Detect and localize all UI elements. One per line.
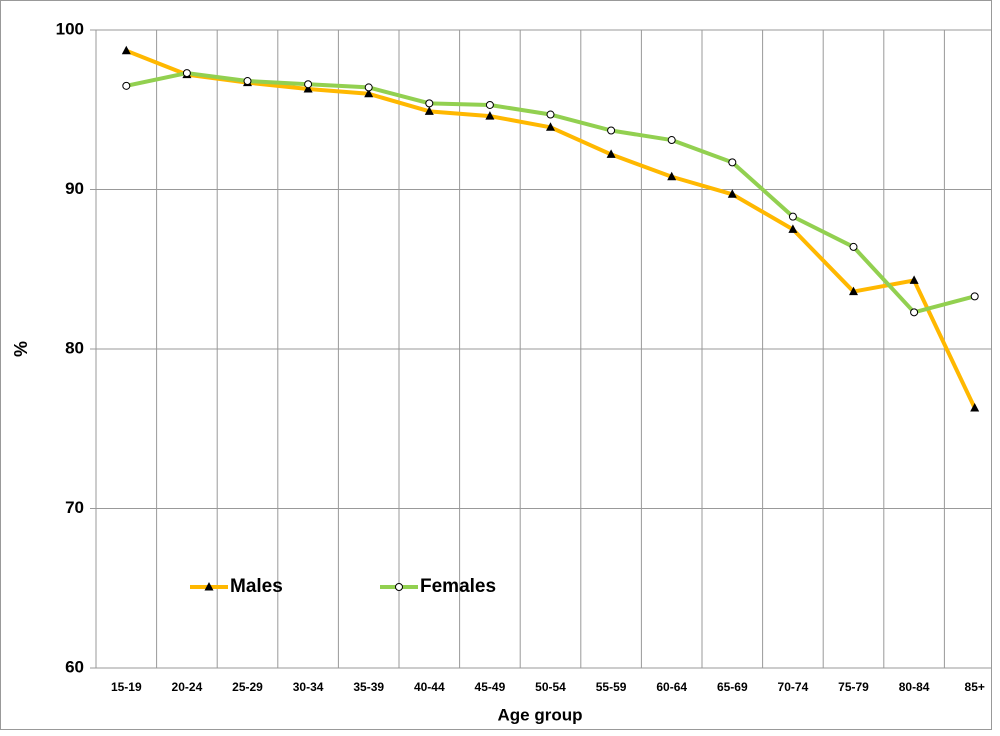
x-tick-label: 50-54: [535, 680, 566, 694]
data-point: [424, 106, 434, 115]
x-tick-label: 55-59: [596, 680, 627, 694]
data-point: [425, 99, 434, 108]
data-point: [485, 111, 495, 120]
x-tick-label: 25-29: [232, 680, 263, 694]
data-point: [121, 45, 131, 55]
data-point: [970, 292, 979, 301]
data-point: [849, 286, 858, 296]
data-point: [182, 69, 191, 78]
y-tick-label: 60: [65, 657, 84, 676]
data-point: [910, 308, 919, 317]
x-tick-label: 45-49: [475, 680, 506, 694]
y-tick-label: 70: [65, 498, 84, 517]
data-point: [606, 149, 616, 158]
legend-marker: [204, 582, 214, 591]
y-tick-label: 100: [56, 19, 84, 38]
data-point: [546, 110, 555, 119]
data-point: [909, 275, 919, 284]
x-tick-label: 60-64: [656, 680, 687, 694]
x-tick-label: 65-69: [717, 680, 748, 694]
data-point: [122, 81, 131, 90]
data-point: [303, 84, 313, 93]
x-tick-label: 30-34: [293, 680, 324, 694]
y-tick-label: 90: [65, 179, 84, 198]
data-point: [667, 171, 677, 181]
x-tick-label: 75-79: [838, 680, 869, 694]
data-point: [728, 158, 737, 167]
x-tick-label: 20-24: [172, 680, 203, 694]
data-point: [667, 136, 676, 145]
data-point: [849, 242, 858, 251]
data-point: [546, 122, 555, 131]
data-point: [304, 80, 313, 89]
data-point: [970, 403, 980, 412]
x-tick-label: 15-19: [111, 680, 142, 694]
data-point: [788, 224, 798, 233]
data-point: [607, 126, 616, 135]
y-tick-label: 80: [65, 338, 84, 357]
data-point: [364, 83, 373, 92]
y-axis-label: %: [11, 341, 31, 357]
legend-marker: [395, 583, 403, 591]
legend-label: Females: [420, 576, 496, 597]
x-tick-label: 40-44: [414, 680, 445, 694]
data-point: [485, 100, 494, 109]
legend-label: Males: [230, 576, 283, 597]
x-tick-label: 85+: [965, 680, 985, 694]
data-point: [243, 77, 252, 86]
data-point: [364, 88, 374, 98]
x-tick-label: 35-39: [353, 680, 384, 694]
x-tick-label: 80-84: [899, 680, 930, 694]
data-point: [727, 189, 737, 198]
x-tick-label: 70-74: [778, 680, 809, 694]
x-axis-label: Age group: [498, 705, 583, 724]
data-point: [788, 212, 797, 221]
